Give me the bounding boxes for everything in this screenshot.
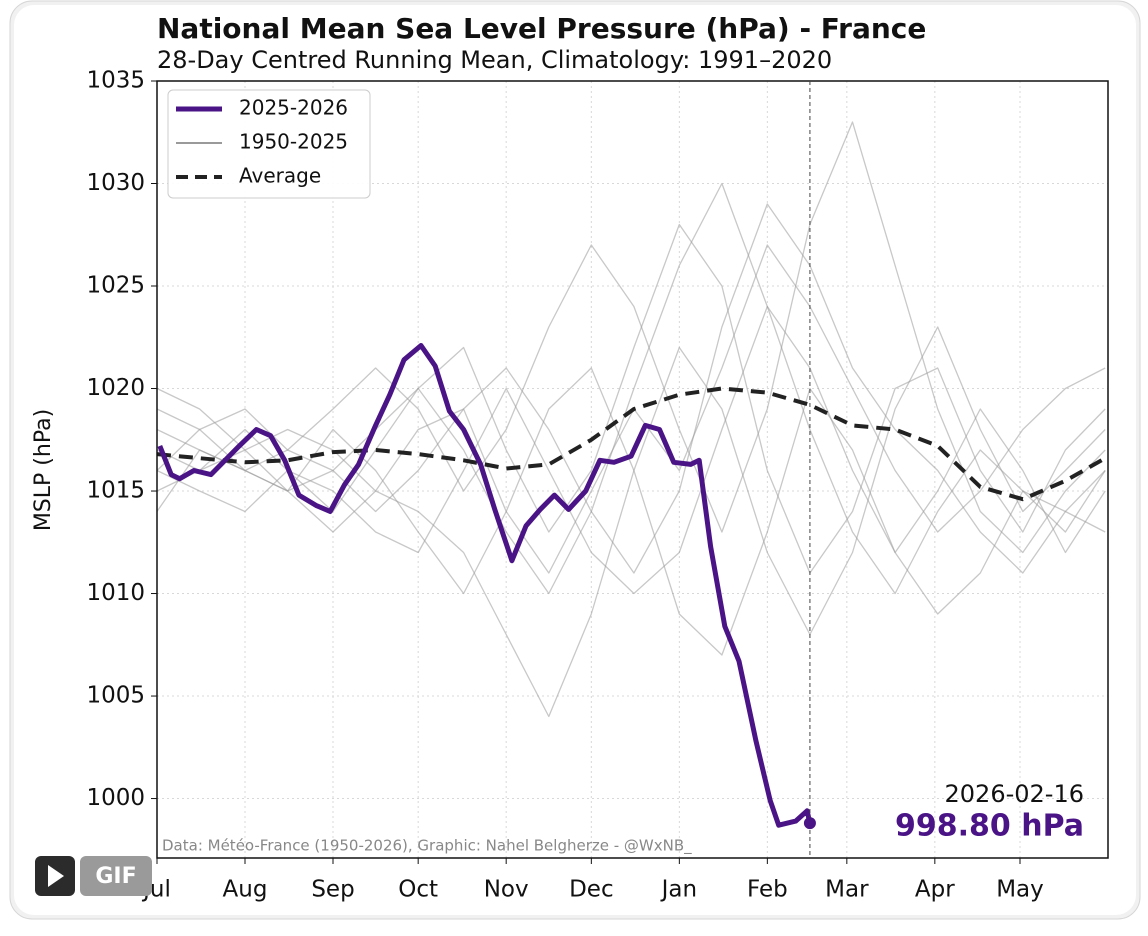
x-tick-label: Feb [747,877,788,903]
legend-label: Average [239,164,321,188]
plot-frame [156,80,1109,859]
play-icon [48,865,64,887]
x-tick-label: Mar [825,877,869,903]
history-line [157,305,1106,615]
x-tick-label: Sep [311,877,354,903]
plot-area [157,121,1107,828]
x-tick-label: Oct [398,877,438,903]
current-date: 2026-02-16 [945,780,1084,808]
y-tick-label: 1025 [86,273,145,299]
gif-badge[interactable] [80,856,152,896]
current-point [803,817,816,830]
chart-background [14,5,1136,915]
y-tick-label: 1005 [86,683,145,709]
x-tick-label: Apr [915,877,955,903]
legend-label: 1950-2025 [239,130,348,154]
history-line [157,203,1106,574]
credits: Data: Météo-France (1950-2026), Graphic:… [162,837,692,856]
y-axis-label: MSLP (hPa) [31,409,56,531]
y-tick-label: 1035 [86,68,145,94]
gif-control[interactable]: GIF [35,856,152,896]
history-line [157,223,1106,574]
x-tick-label: Nov [484,877,529,903]
chart-title: National Mean Sea Level Pressure (hPa) -… [157,12,926,45]
legend-label: 2025-2026 [239,96,348,120]
gif-label: GIF [95,864,136,889]
history-line [157,367,1106,656]
history-line [157,121,1106,554]
current-value: 998.80 hPa [895,809,1084,844]
x-tick-label: Dec [569,877,614,903]
legend: 2025-2026 1950-2025 Average [167,89,371,199]
legend-box [167,89,371,199]
y-tick-label: 1000 [86,785,145,811]
x-tick-label: Aug [223,877,268,903]
series-line [157,386,1107,502]
chart-subtitle: 28-Day Centred Running Mean, Climatology… [157,46,832,74]
x-tick-label: May [996,877,1044,903]
y-tick-label: 1015 [86,478,145,504]
y-tick-label: 1030 [86,170,145,196]
y-tick-label: 1010 [86,580,145,606]
x-tick-label: Jan [660,877,697,903]
y-tick-label: 1020 [86,375,145,401]
series-line [157,343,813,828]
